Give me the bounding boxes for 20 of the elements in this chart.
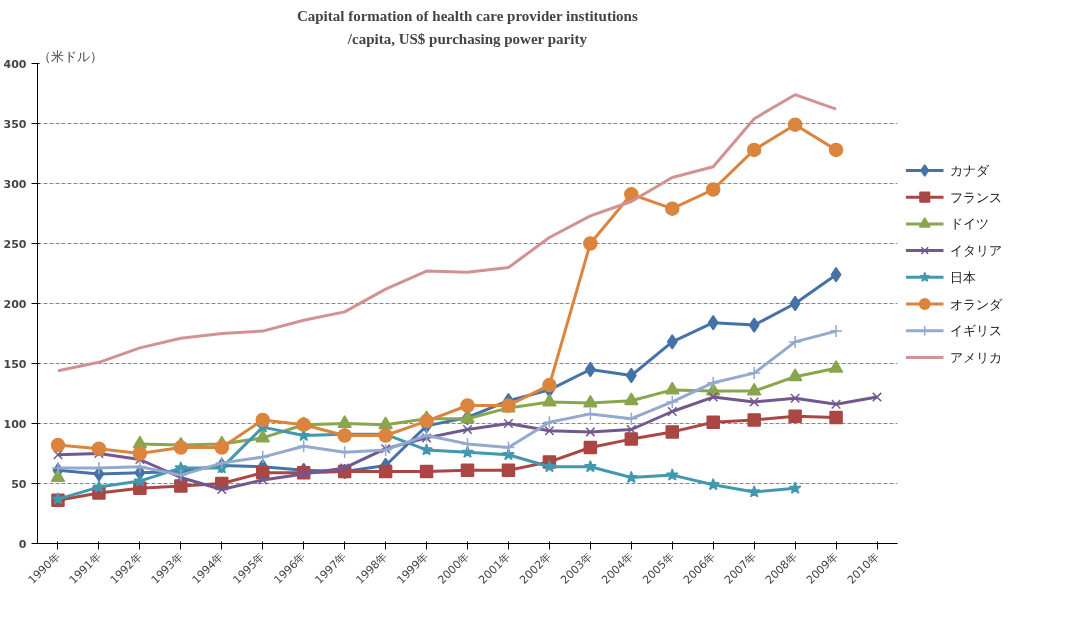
- y-tick-label: 400: [3, 57, 27, 71]
- chart-title: Capital formation of health care provider institutions: [296, 7, 638, 24]
- y-tick-label: 50: [11, 477, 27, 491]
- y-tick-label: 100: [3, 417, 27, 431]
- y-tick-label: 150: [3, 357, 27, 371]
- legend-label: イタリア: [949, 243, 1002, 259]
- chart-subtitle: /capita, US$ purchasing power parity: [346, 30, 588, 47]
- legend-label: 日本: [949, 269, 976, 285]
- y-axis-title: （米ドル）: [37, 48, 103, 64]
- y-tick-label: 350: [3, 117, 27, 131]
- legend-label: アメリカ: [949, 350, 1002, 366]
- y-tick-label: 250: [3, 237, 27, 251]
- y-tick-label: 200: [3, 297, 27, 311]
- legend-label: オランダ: [949, 296, 1003, 312]
- y-tick-label: 0: [18, 537, 27, 551]
- legend-label: カナダ: [949, 162, 990, 178]
- legend-label: フランス: [949, 189, 1002, 205]
- legend-label: イギリス: [949, 323, 1002, 339]
- legend-label: ドイツ: [949, 216, 989, 232]
- y-tick-label: 300: [3, 177, 27, 191]
